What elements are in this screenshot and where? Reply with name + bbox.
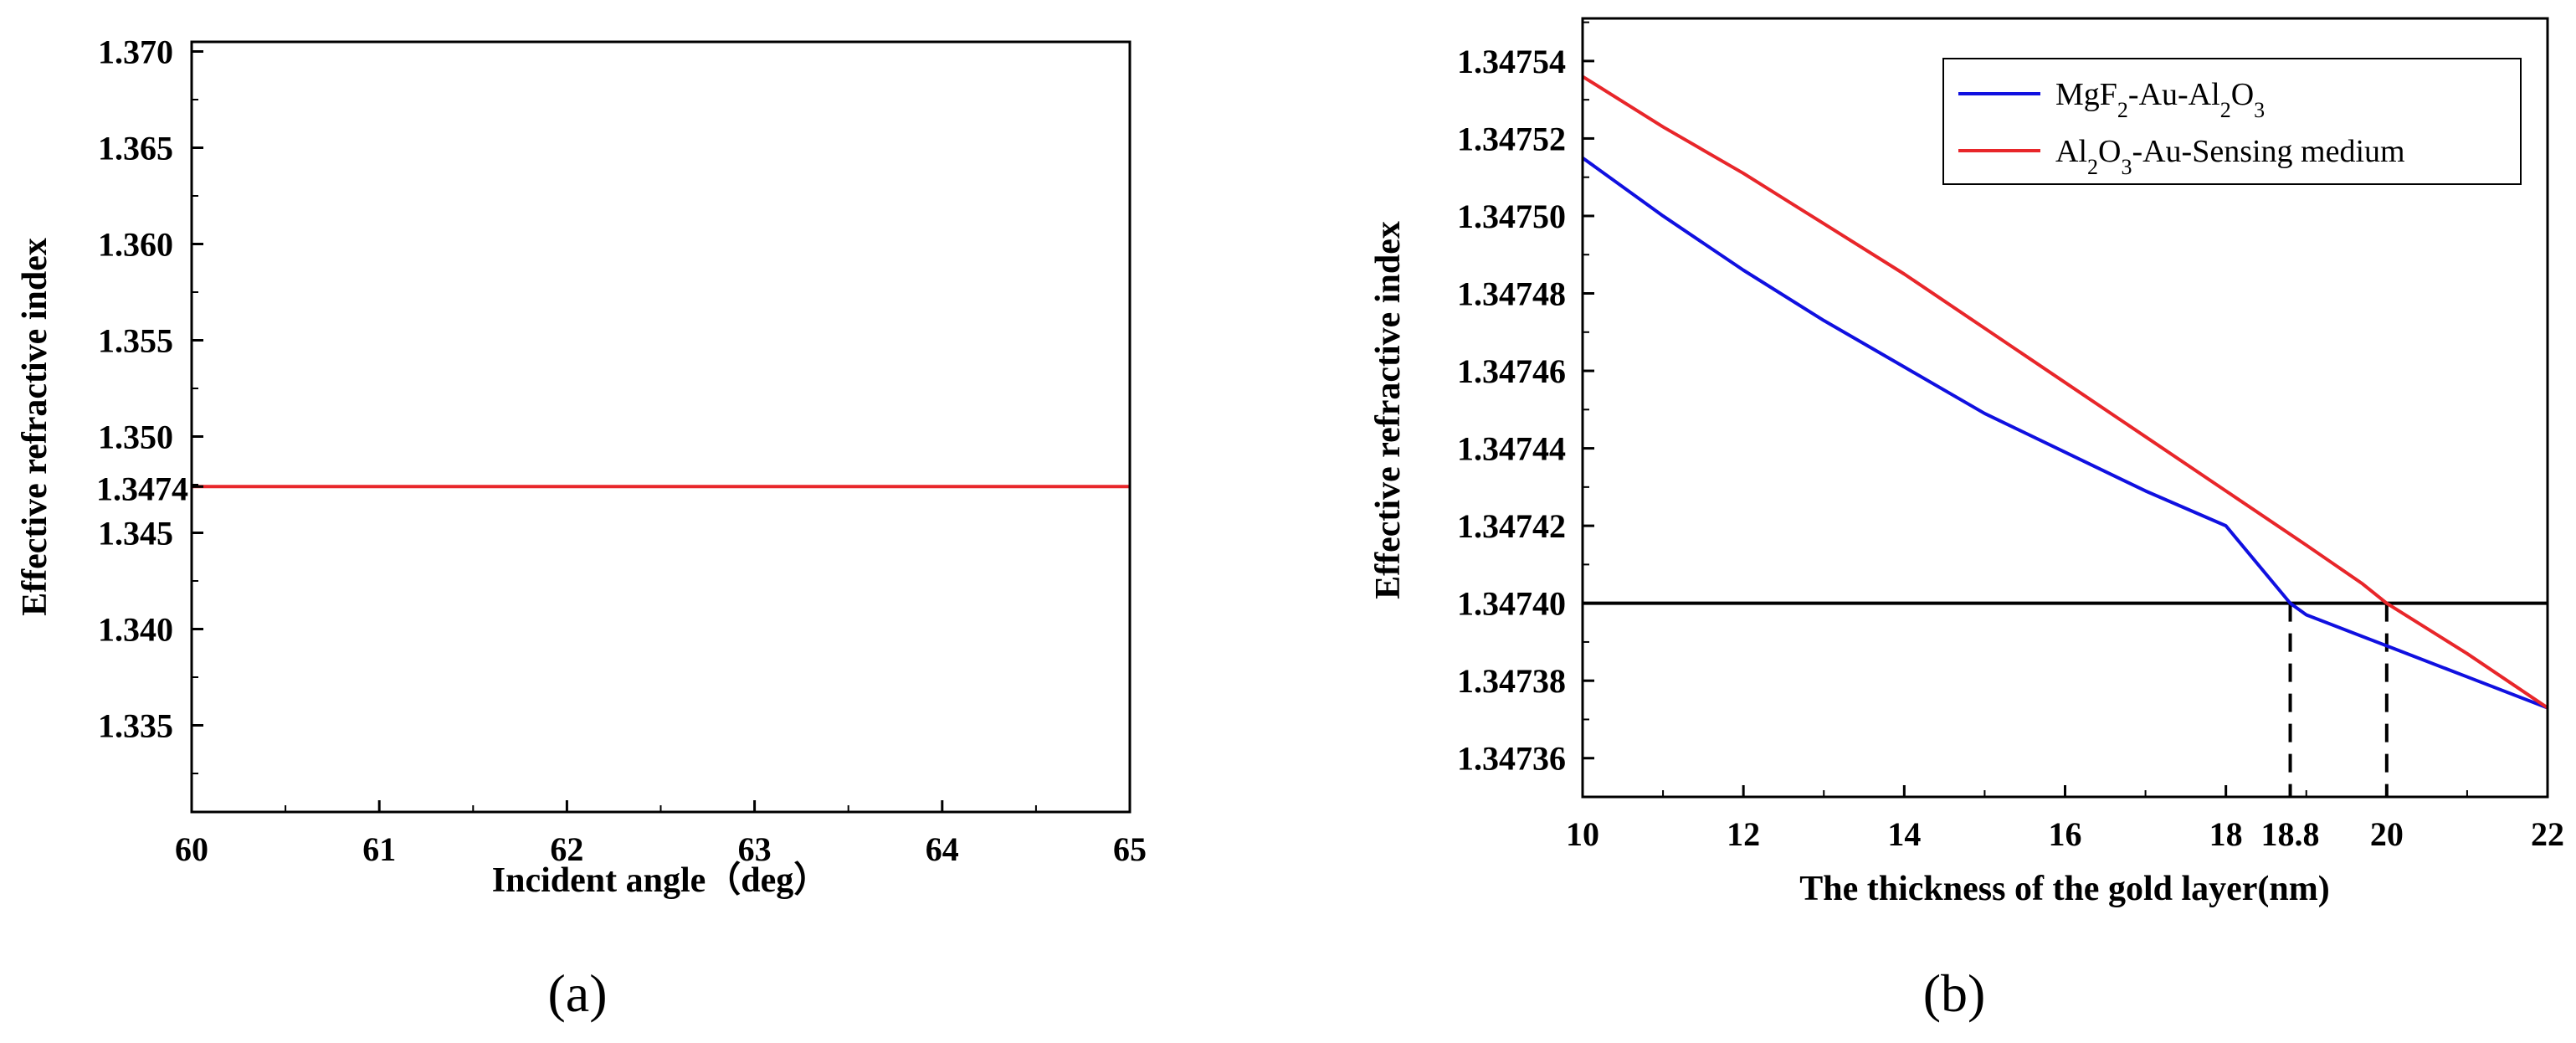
legend-entry: MgF2-Au-Al2O3	[2055, 77, 2265, 122]
panel-b-y-axis: 1.34736 1.34738 1.34740 1.34742 1.34744 1.347…	[1457, 21, 1594, 778]
y-tick-label: 1.345	[98, 515, 173, 552]
panel-b-series-layer	[1581, 74, 2549, 797]
y-tick-label: 1.34740	[1457, 585, 1566, 623]
panel-b-series-line-1	[1581, 74, 2549, 710]
panel-b-series-line-0	[1581, 156, 2548, 710]
y-tick-label: 1.360	[98, 226, 173, 264]
y-tick-label: 1.34750	[1457, 198, 1566, 235]
legend-text-part: O	[2098, 134, 2121, 169]
x-tick-label: 20	[2370, 815, 2404, 853]
y-tick-label: 1.355	[98, 322, 173, 360]
y-tick-label: 1.34746	[1457, 352, 1566, 390]
legend-text-part: 2	[2220, 98, 2231, 122]
panel-a-y-axis-title: Effective refractive index	[16, 238, 54, 616]
y-tick-label: 1.365	[98, 130, 173, 167]
x-tick-label: 64	[926, 830, 959, 868]
legend-text-part: -Au-Sensing medium	[2132, 134, 2404, 169]
legend-box	[1942, 58, 2522, 185]
y-tick-label: 1.34738	[1457, 662, 1566, 700]
panel-b-x-axis-title: The thickness of the gold layer(nm)	[1799, 870, 2330, 908]
panel-b-chart: 10 12 14 16 18 18.8 20 22 1.347361.347381.34740…	[1369, 17, 2564, 1023]
legend-entry: Al2O3-Au-Sensing medium	[2055, 134, 2405, 179]
panel-a-chart: 60 61 62 63 64 65 1.3351.3401.3451.3501.3551.…	[16, 33, 1147, 1024]
legend-text-part: 2	[2087, 155, 2098, 179]
x-tick-label: 18.8	[2261, 815, 2320, 853]
x-tick-label: 22	[2531, 815, 2564, 853]
x-tick-label: 14	[1887, 815, 1921, 853]
panel-a-plot-frame	[190, 40, 1131, 814]
panel-a-label: (a)	[547, 963, 607, 1023]
x-tick-label: 10	[1566, 815, 1599, 853]
legend-text-part: 3	[2254, 98, 2265, 122]
x-tick-label: 12	[1727, 815, 1760, 853]
y-tick-label: 1.34744	[1457, 430, 1566, 468]
x-tick-label: 63	[738, 830, 772, 868]
y-tick-label: 1.34748	[1457, 275, 1566, 313]
legend-text-part: 3	[2121, 155, 2132, 179]
y-tick-label: 1.340	[98, 611, 173, 649]
x-tick-label: 61	[362, 830, 396, 868]
legend-text-part: Al	[2055, 134, 2087, 169]
x-tick-label: 60	[175, 830, 208, 868]
x-tick-label: 16	[2049, 815, 2082, 853]
panel-b-label: (b)	[1923, 963, 1986, 1023]
y-tick-label: 1.350	[98, 419, 173, 456]
legend-text-part: -Au-Al	[2128, 77, 2220, 112]
y-annotation-tick-label: 1.3474	[96, 470, 188, 507]
legend-text-part: 2	[2117, 98, 2128, 122]
panel-b-x-axis: 10 12 14 16 18 18.8 20 22	[1566, 785, 2564, 853]
panel-a-y-axis: 1.335 1.340 1.345 1.350 1.355 1.360 1.365 1.370…	[96, 33, 203, 774]
x-tick-label: 18	[2209, 815, 2243, 853]
y-tick-label: 1.34736	[1457, 740, 1566, 778]
x-tick-label: 65	[1113, 830, 1147, 868]
legend-text-part: MgF	[2055, 77, 2117, 112]
y-tick-label: 1.335	[98, 707, 173, 745]
panel-a-x-axis-title: Incident angle（deg）	[492, 861, 829, 900]
y-tick-label: 1.370	[98, 33, 173, 71]
legend-text-part: O	[2231, 77, 2254, 112]
y-tick-label: 1.34754	[1457, 43, 1566, 80]
panel-a-x-axis: 60 61 62 63 64 65	[175, 800, 1147, 868]
y-tick-label: 1.34742	[1457, 507, 1566, 545]
x-tick-label: 62	[550, 830, 583, 868]
panel-b-y-axis-title: Effective refractive index	[1369, 221, 1408, 599]
y-tick-label: 1.34752	[1457, 120, 1566, 157]
